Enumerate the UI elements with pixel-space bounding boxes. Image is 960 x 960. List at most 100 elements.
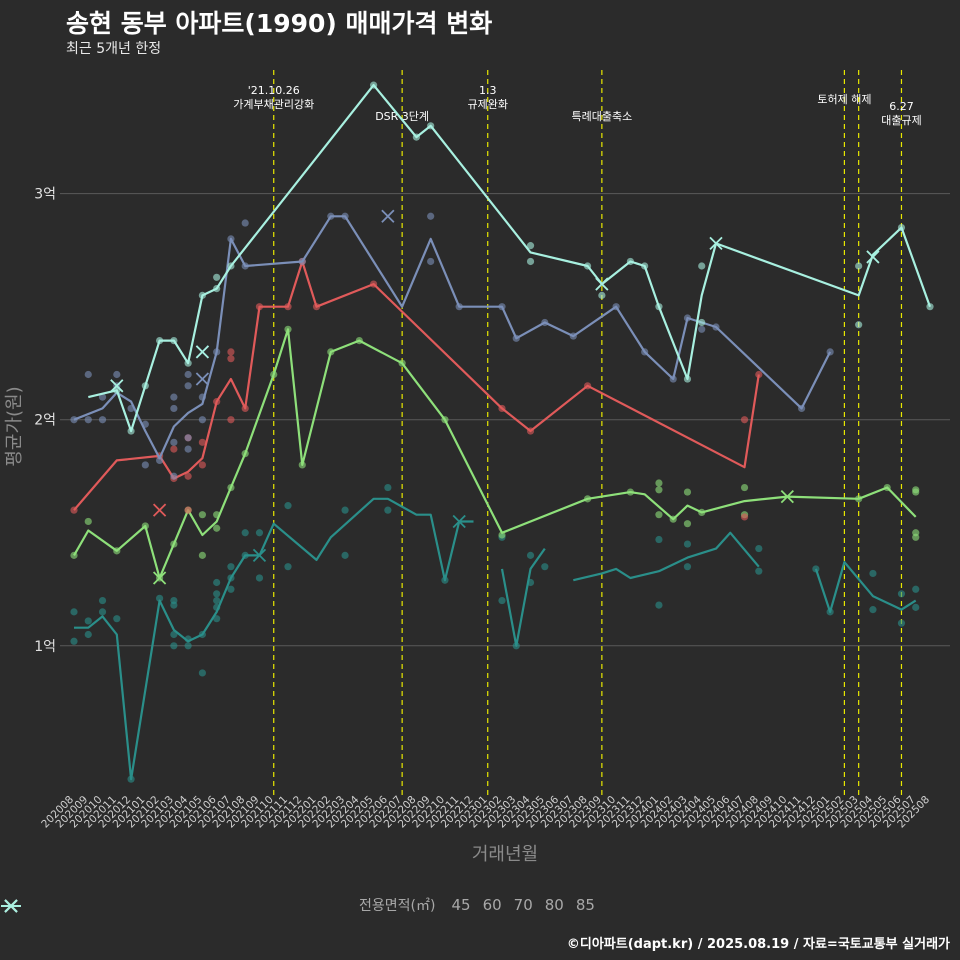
event-label: DSR 3단계 [375,110,429,123]
data-point [427,257,435,266]
data-point [84,370,92,379]
data-point [170,596,178,605]
series-60 [70,325,920,585]
data-point [84,416,92,424]
data-point [213,596,221,605]
cancelled-marker [780,489,794,504]
data-point [341,551,349,559]
data-point [84,617,92,625]
data-point [156,594,164,602]
event-label: 토허제 해제 [817,92,871,106]
cancelled-marker [452,514,466,529]
data-point [897,619,906,627]
series-line [88,84,932,433]
legend-item-70: 70 [1,896,533,914]
series-line [73,215,832,460]
data-point [70,637,78,645]
legend-key-cross [4,899,18,913]
data-point [683,520,692,528]
data-point [241,219,249,227]
data-point [198,669,206,677]
data-point [698,318,706,327]
data-point [170,393,178,401]
cancelled-marker [709,236,723,251]
data-point [855,321,863,329]
data-point [255,529,264,537]
data-point [213,578,221,587]
data-point [526,551,535,559]
data-point [655,486,663,494]
data-point [70,608,78,616]
event-label: 특례대출축소 [571,110,632,123]
data-point [227,563,235,571]
cancelled-marker [195,372,210,386]
chart-subtitle: 최근 5개년 한정 [66,41,162,57]
legend-label-70: 70 [513,896,533,914]
event-label: '21.10.26 가계부채관리강화 [233,84,314,111]
data-point [427,212,435,220]
data-point [683,563,692,571]
data-point [683,540,692,548]
data-point [755,567,763,575]
data-point [498,596,506,605]
series-line [573,531,760,582]
data-point [198,438,206,446]
data-point [170,472,178,480]
data-point [98,393,107,401]
data-point [541,563,549,571]
data-point [284,502,292,510]
data-point [698,262,706,270]
data-point [855,262,863,270]
data-point [184,506,192,514]
legend-item-60: 60 [1,896,502,914]
data-point [227,585,235,593]
data-point [227,348,235,356]
data-point [170,445,178,453]
data-point [912,486,920,494]
data-point [184,472,192,480]
data-point [184,382,192,390]
data-point [213,590,221,598]
data-point [912,533,920,541]
data-point [655,601,663,609]
data-point [84,517,92,526]
data-point [740,483,749,492]
series-line [814,561,917,613]
data-point [897,590,906,598]
data-point [113,370,121,379]
data-point [341,506,349,514]
data-point [170,642,178,650]
cancelled-marker [152,503,167,517]
data-point [683,488,692,496]
data-point [912,585,920,593]
cancelled-marker [595,277,609,291]
cancelled-marker [110,379,124,393]
y-tick-label: 1억 [34,639,56,655]
legend-label-45: 45 [451,896,471,914]
data-point [198,461,206,469]
data-point [198,416,206,424]
data-point [598,291,606,299]
data-point [255,574,264,582]
legend-title: 전용면적(㎡) [359,898,436,914]
data-point [384,506,392,514]
data-point [170,404,178,413]
cancelled-marker [152,571,167,585]
data-point [526,242,535,250]
data-point [241,529,249,537]
data-point [98,596,107,605]
data-point [184,642,192,650]
cancelled-marker [252,548,267,562]
y-tick-label: 2억 [34,413,56,429]
event-label: 1.3 규제완화 [467,84,507,111]
data-point [184,370,192,379]
cancelled-marker [381,209,395,223]
series-line [500,547,546,647]
data-point [113,615,121,623]
series-85 [88,81,934,435]
data-point [655,479,663,487]
data-point [655,535,663,544]
data-point [141,461,149,469]
data-point [740,513,749,521]
